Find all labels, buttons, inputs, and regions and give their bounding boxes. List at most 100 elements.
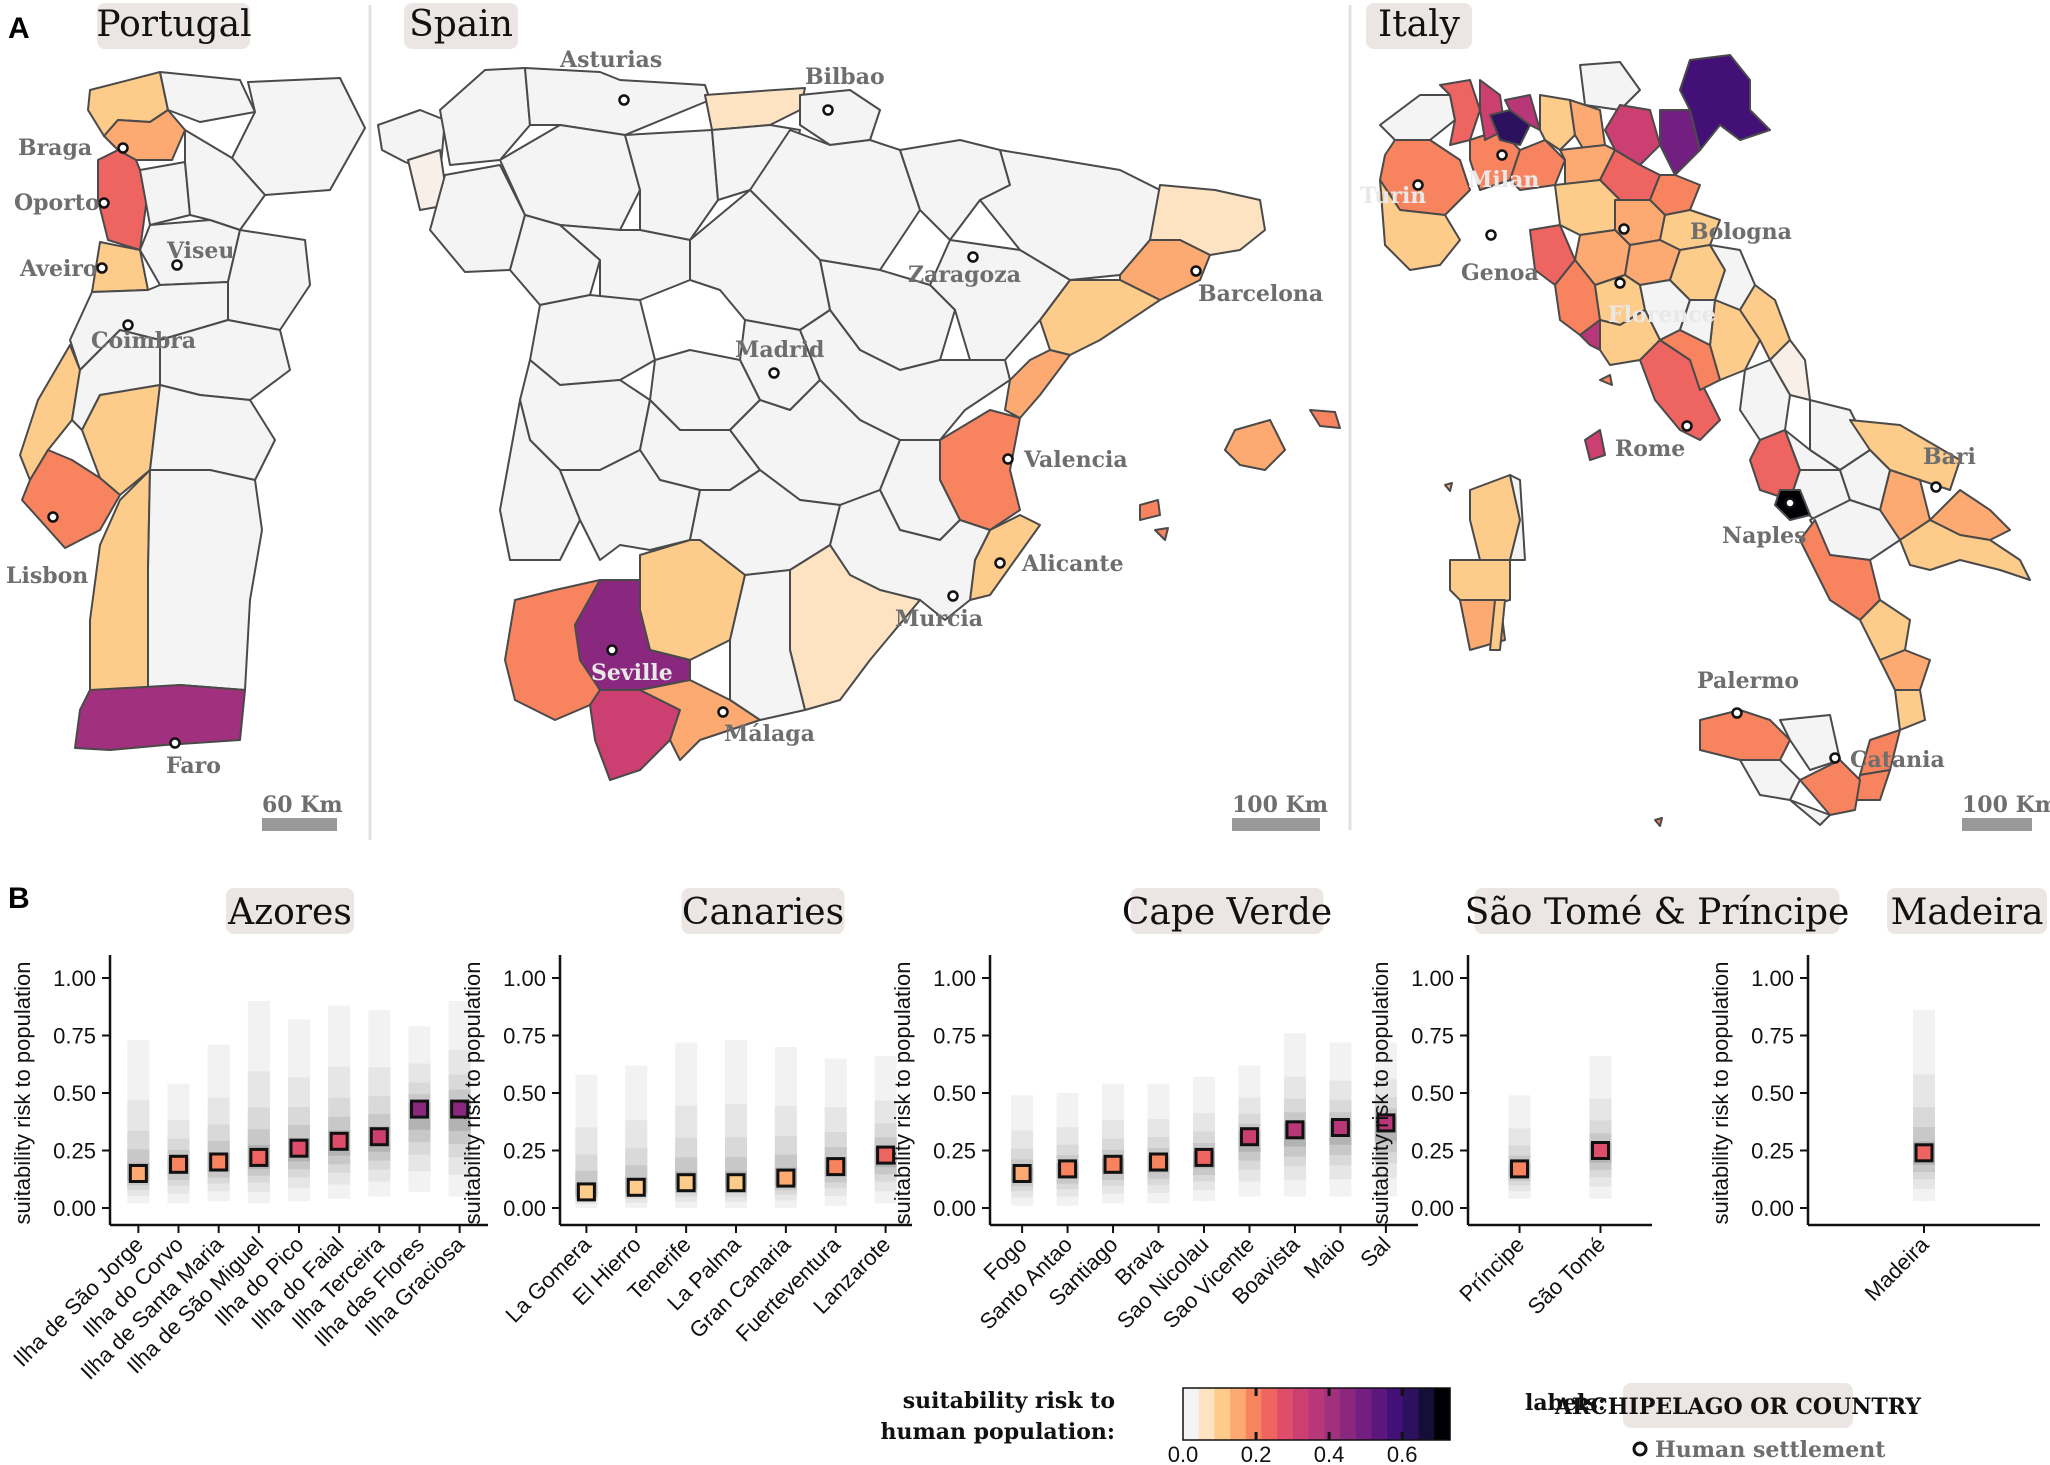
chart-azores: Azores suitability risk to population 0.00… — [8, 888, 488, 1384]
city-naples: Naples — [1722, 497, 1807, 549]
y-tick-label: 1.00 — [53, 966, 96, 991]
settlement-marker — [169, 737, 181, 749]
colorbar-segment — [1387, 1388, 1404, 1440]
city-seville: Seville — [591, 644, 673, 686]
median-marker — [776, 1168, 796, 1188]
city-rome: Rome — [1615, 420, 1693, 462]
y-tick-label: 0.50 — [53, 1081, 96, 1106]
city-label: Málaga — [724, 721, 815, 747]
settlement-marker — [171, 259, 183, 271]
settlement-marker — [1412, 179, 1424, 191]
city-label: Milan — [1468, 167, 1539, 193]
colorbar-segment — [1371, 1388, 1388, 1440]
median-marker — [1058, 1159, 1078, 1179]
colorbar-segment — [1198, 1388, 1216, 1440]
scale-bar-italy: 100 Km — [1962, 792, 2050, 831]
chart-capeverde: Cape Verde suitability risk to population… — [890, 888, 1418, 1334]
y-tick-label: 1.00 — [1411, 966, 1454, 991]
y-tick-label: 0.75 — [933, 1024, 976, 1049]
settlement-marker — [822, 104, 834, 116]
city-label: Bari — [1923, 444, 1976, 470]
median-marker — [676, 1173, 696, 1193]
y-axis-label: suitability risk to population — [1708, 962, 1733, 1225]
city-label: Coimbra — [91, 328, 196, 354]
city-madrid: Madrid — [735, 337, 824, 379]
settlement-marker — [47, 511, 59, 523]
chart-title-badge — [1887, 888, 2047, 934]
city-label: Valencia — [1023, 447, 1128, 473]
city-label: Madrid — [735, 337, 824, 363]
city-label: Seville — [591, 660, 673, 686]
city-braga: Braga — [18, 135, 129, 161]
y-tick-label: 0.75 — [1751, 1024, 1794, 1049]
settlement-marker — [96, 262, 108, 274]
median-marker — [726, 1173, 746, 1193]
city-barcelona: Barcelona — [1190, 265, 1323, 307]
median-marker — [289, 1138, 309, 1158]
chart-madeira: Madeira suitability risk to population 0.0… — [1708, 888, 2047, 1306]
map-title-badge — [1366, 3, 1472, 49]
colorbar-frame — [1182, 1387, 1451, 1441]
settlement-marker — [618, 94, 630, 106]
city-zaragoza: Zaragoza — [908, 251, 1021, 288]
city-label: Barcelona — [1198, 281, 1323, 307]
median-marker — [450, 1099, 470, 1119]
city-label: Turin — [1360, 183, 1426, 209]
y-tick-label: 0.00 — [503, 1196, 546, 1221]
median-marker — [128, 1164, 148, 1183]
median-marker — [409, 1099, 429, 1119]
median-marker — [1239, 1127, 1259, 1147]
city-valencia: Valencia — [1002, 447, 1128, 473]
city-label: Faro — [166, 753, 221, 779]
city-label: Catania — [1850, 747, 1945, 773]
y-tick-label: 1.00 — [503, 966, 546, 991]
city-label: Viseu — [166, 238, 234, 264]
settlement-marker — [606, 644, 618, 656]
city-florence: Florence — [1608, 277, 1716, 328]
y-tick-label: 0.50 — [933, 1081, 976, 1106]
city-label: Alicante — [1021, 551, 1124, 577]
y-tick-label: 0.00 — [933, 1196, 976, 1221]
city-mlaga: Málaga — [717, 706, 815, 747]
city-murcia: Murcia — [895, 590, 983, 632]
city-label: Murcia — [895, 606, 983, 632]
y-tick-label: 0.00 — [1411, 1196, 1454, 1221]
settlement-marker — [947, 590, 959, 602]
chart-canaries: Canaries suitability risk to population 0.… — [460, 888, 912, 1346]
settlement-marker — [1681, 420, 1693, 432]
city-turin: Turin — [1360, 179, 1426, 209]
x-tick-label: Príncipe — [1454, 1232, 1529, 1307]
city-label: Palermo — [1697, 668, 1799, 694]
median-marker — [626, 1177, 646, 1197]
y-axis-label: suitability risk to population — [1368, 962, 1393, 1225]
settlement-marker — [1731, 707, 1743, 719]
median-marker — [1590, 1141, 1610, 1160]
label-example-text: ARCHIPELAGO OR COUNTRY — [1554, 1394, 1921, 1420]
colorbar-segment — [1324, 1388, 1341, 1440]
chart-title: Madeira — [1891, 892, 2044, 933]
median-marker — [1285, 1120, 1305, 1140]
map-title-badge — [404, 3, 518, 49]
colorbar-tick-label: 0.6 — [1387, 1442, 1418, 1465]
y-axis-label: suitability risk to population — [890, 962, 915, 1225]
city-asturias: Asturias — [559, 47, 662, 106]
scale-bar-portugal: 60 Km — [262, 792, 343, 831]
x-tick-label: São Tomé — [1523, 1232, 1610, 1319]
settlement-marker — [994, 557, 1006, 569]
chart-title: São Tomé & Príncipe — [1465, 892, 1850, 933]
y-tick-label: 0.00 — [1751, 1196, 1794, 1221]
y-tick-label: 1.00 — [933, 966, 976, 991]
map-title: Italy — [1378, 4, 1461, 45]
median-marker — [1376, 1113, 1396, 1133]
legend-title-line2: human population: — [880, 1419, 1115, 1445]
city-viseu: Viseu — [166, 238, 234, 271]
settlement-marker — [1930, 481, 1942, 493]
y-tick-label: 1.00 — [1751, 966, 1794, 991]
y-tick-label: 0.25 — [1411, 1139, 1454, 1164]
settlement-marker — [1632, 1441, 1648, 1457]
chart-title: Azores — [227, 892, 352, 933]
median-marker — [369, 1127, 389, 1147]
city-coimbra: Coimbra — [91, 319, 196, 354]
colorbar-segment — [1292, 1388, 1310, 1440]
